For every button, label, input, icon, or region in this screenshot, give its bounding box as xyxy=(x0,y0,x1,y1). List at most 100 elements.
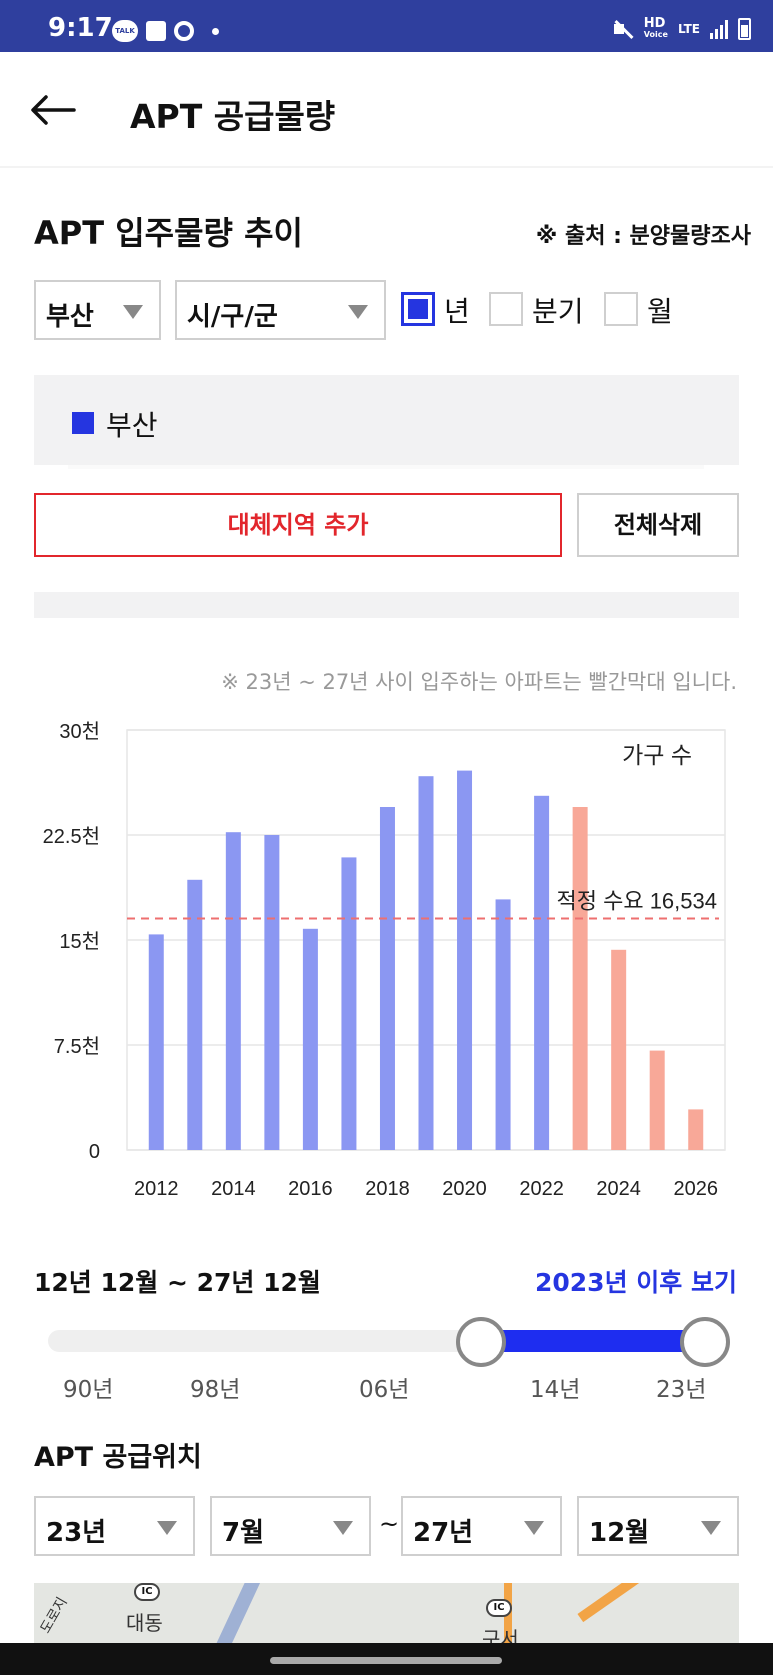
chart-note: ※ 23년 ~ 27년 사이 입주하는 아파트는 빨간막대 입니다. xyxy=(221,670,737,694)
section-divider xyxy=(34,592,739,618)
page-title: APT 공급물량 xyxy=(130,97,336,136)
x-tick-label: 2024 xyxy=(596,1178,641,1200)
y-tick-label: 0 xyxy=(89,1141,100,1163)
from-year-select[interactable]: 23년 xyxy=(34,1496,195,1556)
x-tick-label: 2018 xyxy=(365,1178,410,1200)
supply-bar-chart: 0 7.5천 15천 22.5천 30천 2012 2014 2016 2018 2020 202… xyxy=(43,720,726,1200)
bar-2018[interactable] xyxy=(379,807,395,1150)
bar-2015[interactable] xyxy=(264,835,280,1150)
bar-2024[interactable] xyxy=(611,949,627,1150)
bar-2013[interactable] xyxy=(187,879,203,1150)
interchange-icon: IC xyxy=(134,1583,160,1601)
range-slider-end-handle[interactable] xyxy=(680,1317,730,1367)
x-tick-label: 2014 xyxy=(211,1178,256,1200)
y-tick-label: 15천 xyxy=(59,930,100,953)
district-select[interactable]: 시/구/군 xyxy=(175,280,386,340)
range-slider-start-handle[interactable] xyxy=(456,1317,506,1367)
from-month-select[interactable]: 7월 xyxy=(210,1496,371,1556)
range-tick: 90년 xyxy=(63,1377,114,1403)
y-tick-label: 30천 xyxy=(59,720,100,743)
period-quarter-checkbox[interactable] xyxy=(489,292,523,326)
y-tick-label: 22.5천 xyxy=(43,825,100,848)
map-road xyxy=(577,1583,641,1623)
legend-label: 부산 xyxy=(106,409,158,442)
kakaotalk-icon: TALK xyxy=(112,20,138,42)
bar-2016[interactable] xyxy=(302,928,318,1150)
bar-2022[interactable] xyxy=(534,795,550,1150)
from-month-value: 7월 xyxy=(222,1518,265,1548)
range-separator: ~ xyxy=(379,1510,400,1538)
region-select[interactable]: 부산 xyxy=(34,280,161,340)
legend-swatch xyxy=(72,412,94,434)
map-place-label: 대동 xyxy=(126,1611,163,1635)
to-year-select[interactable]: 27년 xyxy=(401,1496,562,1556)
to-month-select[interactable]: 12월 xyxy=(577,1496,739,1556)
period-month-checkbox[interactable] xyxy=(604,292,638,326)
x-tick-label: 2020 xyxy=(442,1178,487,1200)
interchange-icon: IC xyxy=(486,1599,512,1617)
add-region-button[interactable]: 대체지역 추가 xyxy=(34,493,562,557)
y-tick-label: 7.5천 xyxy=(54,1035,100,1058)
chevron-down-icon xyxy=(701,1521,721,1535)
map-place-label: 구서 xyxy=(482,1627,519,1643)
range-text: 12년 12월 ~ 27년 12월 xyxy=(34,1268,321,1297)
chevron-down-icon xyxy=(524,1521,544,1535)
period-year-checkbox[interactable] xyxy=(401,292,435,326)
signal-icon xyxy=(710,19,728,39)
bar-2021[interactable] xyxy=(495,899,511,1150)
to-year-value: 27년 xyxy=(413,1518,474,1548)
x-tick-label: 2012 xyxy=(134,1178,179,1200)
bar-2012[interactable] xyxy=(148,934,164,1150)
bar-2023[interactable] xyxy=(572,807,588,1150)
range-slider-fill xyxy=(480,1330,706,1352)
bar-2025[interactable] xyxy=(649,1050,665,1150)
view-after-2023-link[interactable]: 2023년 이후 보기 xyxy=(535,1268,737,1297)
notification-icons: TALK xyxy=(112,20,219,42)
map-river xyxy=(210,1583,262,1643)
legend-divider xyxy=(68,465,704,469)
range-tick: 98년 xyxy=(190,1377,241,1403)
district-select-value: 시/구/군 xyxy=(187,302,278,332)
lte-icon: LTE xyxy=(677,22,700,36)
range-tick: 23년 xyxy=(656,1377,707,1403)
x-tick-label: 2026 xyxy=(673,1178,718,1200)
battery-icon xyxy=(738,18,751,40)
period-year-label: 년 xyxy=(444,295,470,328)
map-road-label: 도로지 xyxy=(37,1594,71,1637)
region-select-value: 부산 xyxy=(46,302,94,332)
chevron-down-icon xyxy=(123,305,143,319)
reference-demand-label: 적정 수요 16,534 xyxy=(557,889,717,914)
mute-icon xyxy=(612,19,634,39)
bar-2019[interactable] xyxy=(418,776,434,1150)
range-tick: 14년 xyxy=(530,1377,581,1403)
settings-gear-icon xyxy=(174,21,194,41)
bar-2014[interactable] xyxy=(225,832,241,1150)
x-tick-label: 2022 xyxy=(519,1178,564,1200)
chevron-down-icon xyxy=(333,1521,353,1535)
shopping-bag-icon xyxy=(146,21,166,41)
period-quarter-label: 분기 xyxy=(532,295,584,328)
from-year-value: 23년 xyxy=(46,1518,107,1548)
chevron-down-icon xyxy=(157,1521,177,1535)
x-tick-label: 2016 xyxy=(288,1178,333,1200)
app-header: APT 공급물량 xyxy=(0,52,773,168)
section-title: APT 입주물량 추이 xyxy=(34,214,303,252)
status-time: 9:17 xyxy=(48,13,113,43)
bar-2017[interactable] xyxy=(341,857,357,1150)
status-bar: 9:17 TALK HD Voice LTE xyxy=(0,0,773,52)
supply-location-title: APT 공급위치 xyxy=(34,1442,202,1473)
more-notifications-dot-icon xyxy=(212,27,219,35)
back-arrow-icon[interactable] xyxy=(30,94,76,126)
supply-map[interactable]: 도로지 IC 대동 IC 구서 xyxy=(34,1583,739,1643)
source-note: ※ 출처 : 분양물량조사 xyxy=(535,224,751,249)
system-icons: HD Voice LTE xyxy=(612,16,751,40)
home-gesture-handle[interactable] xyxy=(270,1657,502,1664)
range-tick: 06년 xyxy=(359,1377,410,1403)
period-month-label: 월 xyxy=(647,295,673,328)
hd-voice-icon: HD Voice xyxy=(643,16,668,39)
bar-2026[interactable] xyxy=(688,1109,704,1150)
chevron-down-icon xyxy=(348,305,368,319)
delete-all-button[interactable]: 전체삭제 xyxy=(577,493,739,557)
bar-2020[interactable] xyxy=(457,770,473,1150)
to-month-value: 12월 xyxy=(589,1518,650,1548)
